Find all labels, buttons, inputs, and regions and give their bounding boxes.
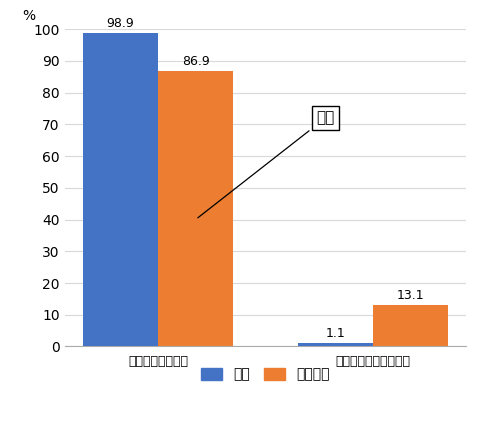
Text: 86.9: 86.9 bbox=[181, 55, 209, 68]
Text: 良い: 良い bbox=[197, 111, 334, 218]
Legend: 良い, 良くない: 良い, 良くない bbox=[195, 362, 334, 387]
Text: 1.1: 1.1 bbox=[324, 328, 344, 341]
Text: 良くない: 良くない bbox=[0, 429, 1, 430]
Text: 98.9: 98.9 bbox=[107, 17, 134, 30]
Bar bbox=[83, 33, 158, 347]
Text: 13.1: 13.1 bbox=[396, 289, 423, 302]
Bar bbox=[372, 305, 447, 347]
Y-axis label: %: % bbox=[22, 9, 35, 23]
Bar bbox=[297, 343, 372, 347]
Bar bbox=[158, 71, 233, 347]
